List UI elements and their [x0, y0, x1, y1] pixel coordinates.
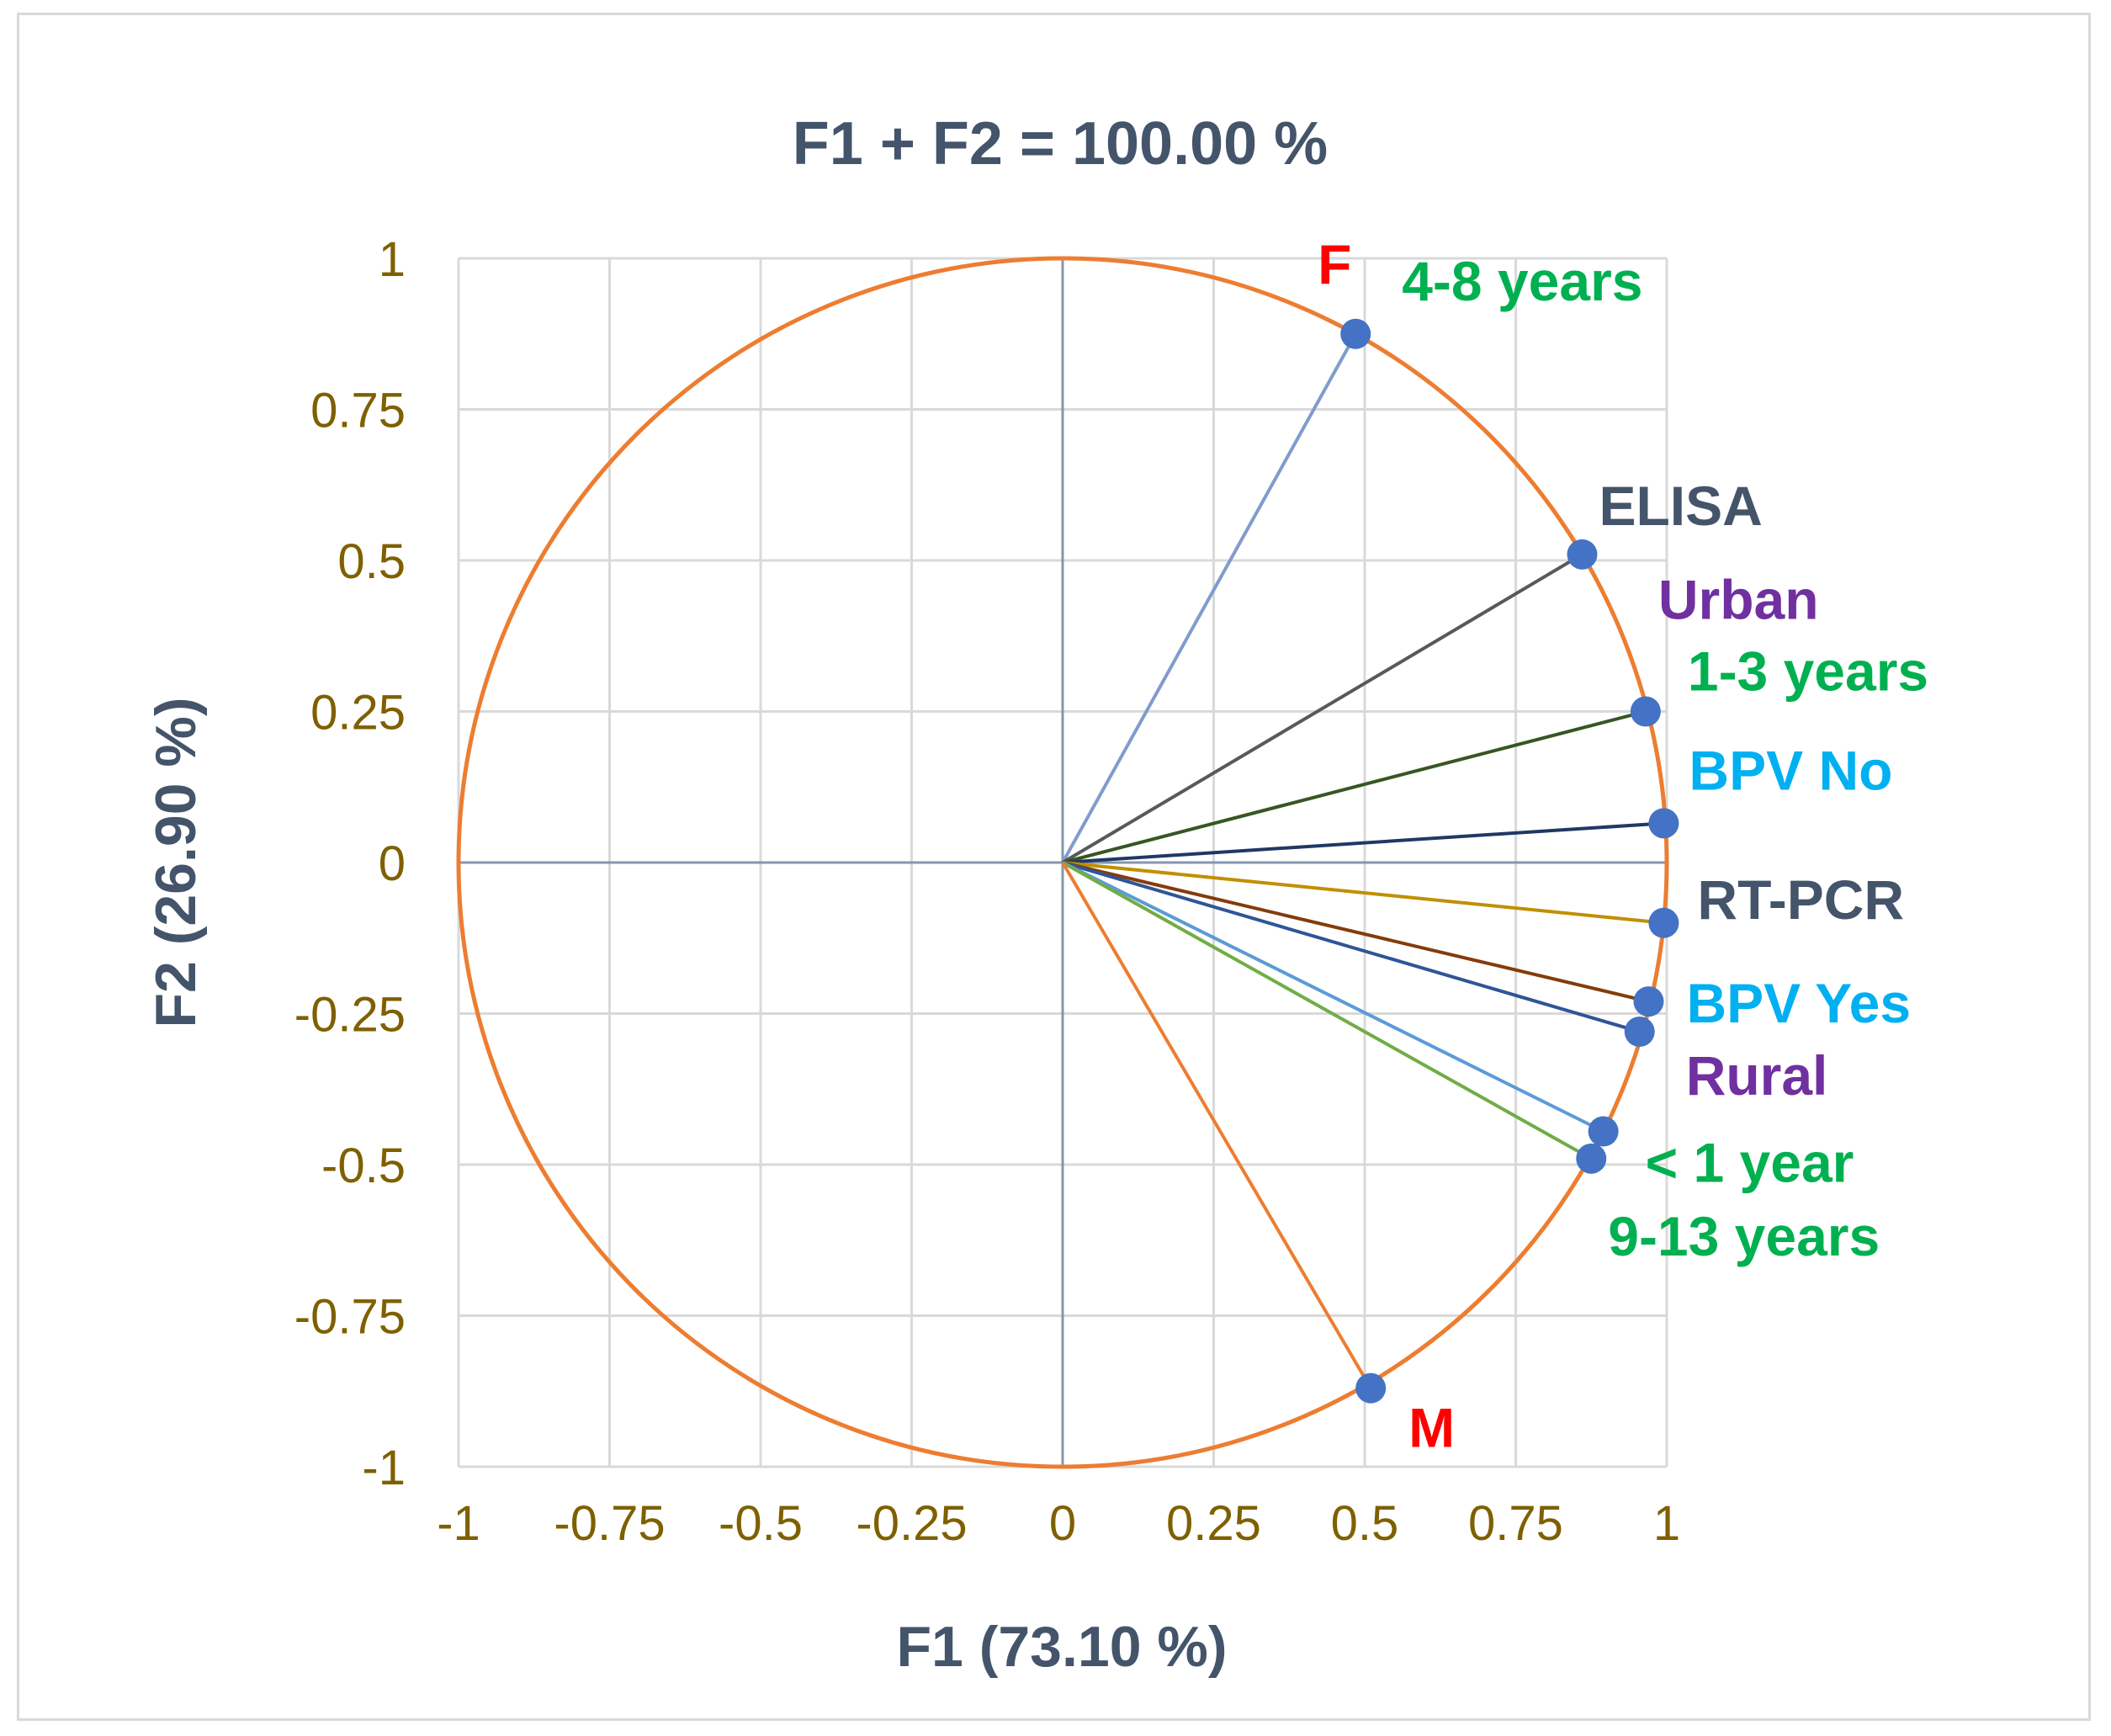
point-label: 9-13 years [1608, 1205, 1880, 1267]
y-tick-labels: 1 0.75 0.5 0.25 0 -0.25 -0.5 -0.75 -1 [294, 232, 406, 1495]
point-marker [1648, 808, 1679, 839]
point-marker [1355, 1372, 1387, 1404]
vector-line [1061, 553, 1583, 864]
point-marker [1567, 539, 1598, 570]
point-label: 1-3 years [1688, 640, 1928, 703]
vector-line [1062, 861, 1604, 1133]
y-tick-label: 0 [379, 836, 406, 891]
y-axis-title: F2 (26.90 %) [144, 697, 208, 1027]
point-marker [1648, 907, 1679, 938]
y-tick-label: 0.25 [310, 686, 406, 741]
unit-circle [456, 256, 1669, 1469]
x-tick-label: 0.75 [1468, 1496, 1563, 1551]
vector-line [1062, 821, 1664, 864]
vector-line [1061, 861, 1372, 1389]
point-label: F [1318, 233, 1351, 295]
vector-lines [1061, 332, 1664, 1389]
vector-line [1061, 332, 1357, 863]
y-tick-label: -0.25 [294, 988, 406, 1043]
x-tick-label: 0 [1049, 1496, 1076, 1551]
x-tick-label: 0.25 [1166, 1496, 1261, 1551]
point-marker [1633, 986, 1664, 1017]
vector-line [1062, 861, 1593, 1160]
x-tick-label: -1 [437, 1496, 480, 1551]
chart-title: F1 + F2 = 100.00 % [793, 110, 1328, 178]
point-marker [1588, 1116, 1619, 1147]
point-label: ELISA [1599, 475, 1762, 537]
vector-line [1062, 861, 1649, 1004]
x-tick-labels: -1 -0.75 -0.5 -0.25 0 0.25 0.5 0.75 1 [437, 1496, 1680, 1551]
x-axis-title: F1 (73.10 %) [896, 1615, 1227, 1679]
vector-line [1062, 861, 1641, 1033]
unit-circle-layer [456, 256, 1669, 1469]
chart-frame [17, 13, 2091, 1721]
x-tick-label: 1 [1653, 1496, 1680, 1551]
point-marker [1624, 1017, 1655, 1048]
x-tick-label: -0.25 [856, 1496, 967, 1551]
x-tick-label: -0.75 [554, 1496, 665, 1551]
point-marker [1576, 1143, 1607, 1174]
point-label: Rural [1686, 1044, 1828, 1107]
y-tick-label: 0.75 [310, 384, 406, 438]
point-label: M [1408, 1397, 1455, 1459]
point-labels: F 4-8 years ELISA Urban 1-3 years BPV No RT-PC… [1318, 233, 1928, 1459]
y-tick-label: -0.75 [294, 1290, 406, 1345]
point-label: BPV Yes [1686, 972, 1911, 1034]
x-tick-label: 0.5 [1331, 1496, 1399, 1551]
y-tick-label: -1 [362, 1441, 406, 1495]
point-label: 4-8 years [1402, 250, 1642, 312]
point-marker [1630, 696, 1661, 727]
x-tick-label: -0.5 [719, 1496, 803, 1551]
vector-line [1062, 861, 1664, 925]
point-label: BPV No [1689, 739, 1892, 801]
y-tick-label: -0.5 [321, 1139, 406, 1193]
vector-line [1062, 709, 1647, 864]
point-label: Urban [1658, 569, 1819, 631]
y-tick-label: 1 [379, 232, 406, 287]
y-tick-label: 0.5 [337, 534, 406, 589]
point-label: RT-PCR [1697, 868, 1904, 931]
point-marker [1340, 318, 1371, 349]
point-label: < 1 year [1646, 1132, 1854, 1194]
point-markers [1340, 318, 1679, 1404]
